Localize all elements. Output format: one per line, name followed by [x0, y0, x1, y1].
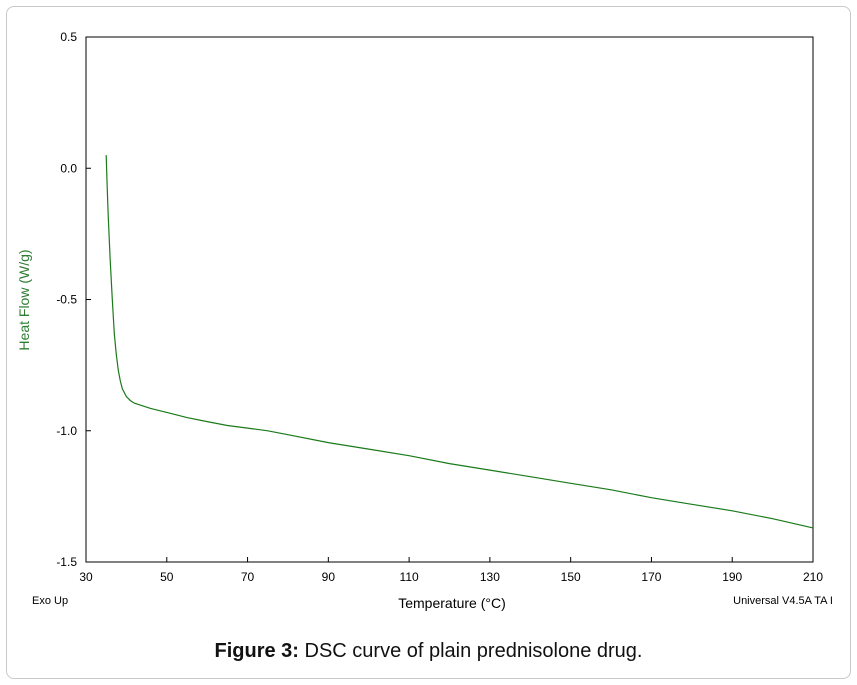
- x-tick-label: 50: [160, 570, 174, 584]
- exo-up-label: Exo Up: [32, 595, 68, 607]
- x-tick-label: 90: [322, 570, 336, 584]
- plot-area: [85, 36, 814, 563]
- y-axis-ticks: 0.5 0.0 -0.5 -1.0 -1.5: [56, 30, 91, 569]
- x-tick-label: 170: [641, 570, 661, 584]
- y-tick-label: -1.5: [56, 555, 77, 569]
- y-tick-label: -1.0: [56, 424, 77, 438]
- x-tick-label: 150: [561, 570, 581, 584]
- x-tick-label: 30: [79, 570, 93, 584]
- software-version-label: Universal V4.5A TA I: [733, 595, 833, 607]
- x-tick-label: 70: [241, 570, 255, 584]
- y-axis-label: Heat Flow (W/g): [16, 249, 32, 350]
- y-tick-label: -0.5: [56, 293, 77, 307]
- x-axis-ticks: 30 50 70 90 110 130 150 170 190 210: [79, 557, 823, 584]
- caption-text: DSC curve of plain prednisolone drug.: [298, 640, 643, 662]
- figure-frame: [6, 6, 851, 679]
- x-tick-label: 190: [722, 570, 742, 584]
- x-axis-label: Temperature (°C): [398, 595, 506, 611]
- caption-prefix: Figure 3:: [214, 640, 299, 662]
- figure-caption: Figure 3: DSC curve of plain prednisolon…: [0, 640, 857, 663]
- y-tick-label: 0.5: [60, 30, 77, 44]
- heat-flow-curve: [105, 155, 814, 529]
- dsc-chart: 30 50 70 90 110 130 150 170 190 210 0.5 0.0 -0.5 -1.…: [16, 30, 833, 611]
- x-tick-label: 130: [480, 570, 500, 584]
- x-tick-label: 210: [803, 570, 823, 584]
- x-tick-label: 110: [400, 570, 419, 584]
- y-tick-label: 0.0: [60, 161, 77, 175]
